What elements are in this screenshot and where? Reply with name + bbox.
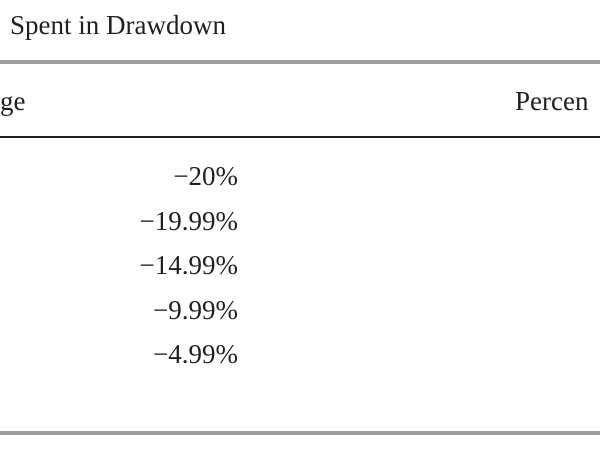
column-header: Percen <box>515 86 589 116</box>
table-cell: −14.99% <box>139 250 238 280</box>
table-cell: −19.99% <box>139 205 238 236</box>
top-rule <box>0 60 600 64</box>
table-cell: −9.99% <box>153 294 238 325</box>
column-header: ge <box>0 86 26 116</box>
table-cell: −20% <box>173 161 238 191</box>
table-title: Spent in Drawdown <box>10 10 226 40</box>
table-cell: −4.99% <box>153 339 238 369</box>
bottom-rule <box>0 431 600 435</box>
header-rule <box>0 136 600 138</box>
